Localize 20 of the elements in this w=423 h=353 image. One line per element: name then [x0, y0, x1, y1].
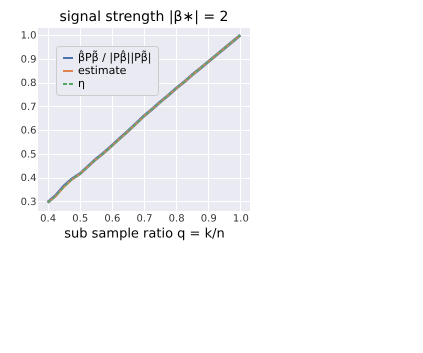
- x-tick-label: 0.9: [200, 214, 217, 224]
- y-tick-label: 0.3: [20, 196, 36, 208]
- x-tick-label: 0.5: [72, 214, 88, 224]
- y-tick-label: 0.9: [20, 54, 36, 66]
- x-tick-label: 1.0: [232, 214, 249, 224]
- y-tick-label: 0.8: [20, 78, 36, 90]
- x-tick-label: 0.7: [136, 214, 152, 224]
- y-tick-label: 0.7: [20, 102, 36, 113]
- legend-label: β̂Pβ̃ / |Pβ̂||Pβ̃|: [78, 50, 152, 64]
- x-tick-label: 0.8: [168, 214, 185, 224]
- x-tick-label: 0.6: [104, 214, 120, 224]
- x-tick-label: 0.4: [40, 214, 56, 224]
- chart-title: signal strength |β∗| = 2: [60, 9, 228, 25]
- y-tick-label: 0.6: [20, 126, 36, 137]
- legend-label: η: [78, 77, 85, 90]
- x-axis-title: sub sample ratio q = k/n: [64, 226, 225, 242]
- y-tick-label: 0.4: [20, 173, 36, 184]
- y-tick-label: 0.5: [20, 149, 36, 160]
- y-tick-label: 1.0: [20, 30, 36, 42]
- legend-label: estimate: [78, 64, 127, 77]
